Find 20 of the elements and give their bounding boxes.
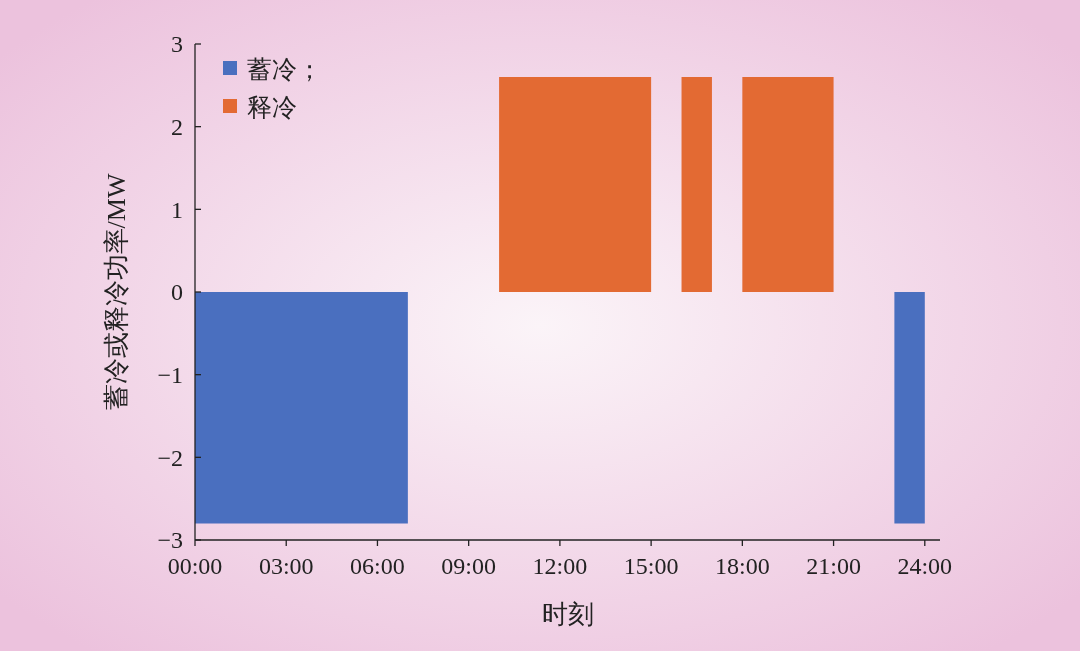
y-tick-label: 1 (171, 196, 183, 223)
x-tick-label: 24:00 (897, 553, 953, 579)
x-tick-label: 09:00 (441, 553, 497, 579)
legend-label: 蓄冷； (247, 55, 322, 83)
y-tick-label: −1 (157, 362, 183, 389)
y-tick-label: 2 (171, 114, 183, 141)
x-tick-label: 15:00 (623, 553, 679, 579)
x-tick-label: 06:00 (350, 553, 405, 579)
x-tick-label: 12:00 (532, 553, 588, 579)
x-axis-title: 时刻 (541, 600, 594, 629)
y-tick-label: 0 (171, 279, 183, 306)
x-tick-label: 18:00 (715, 553, 770, 579)
legend-label: 释冷 (247, 93, 297, 121)
x-tick-label: 03:00 (258, 553, 314, 579)
x-tick-label: 00:00 (167, 553, 223, 579)
y-tick-label: −2 (157, 444, 183, 471)
y-axis-title: 蓄冷或释冷功率/MW (102, 173, 131, 411)
x-tick-label: 21:00 (806, 553, 861, 579)
y-tick-label: 3 (171, 31, 183, 58)
y-tick-label: −3 (157, 527, 183, 554)
